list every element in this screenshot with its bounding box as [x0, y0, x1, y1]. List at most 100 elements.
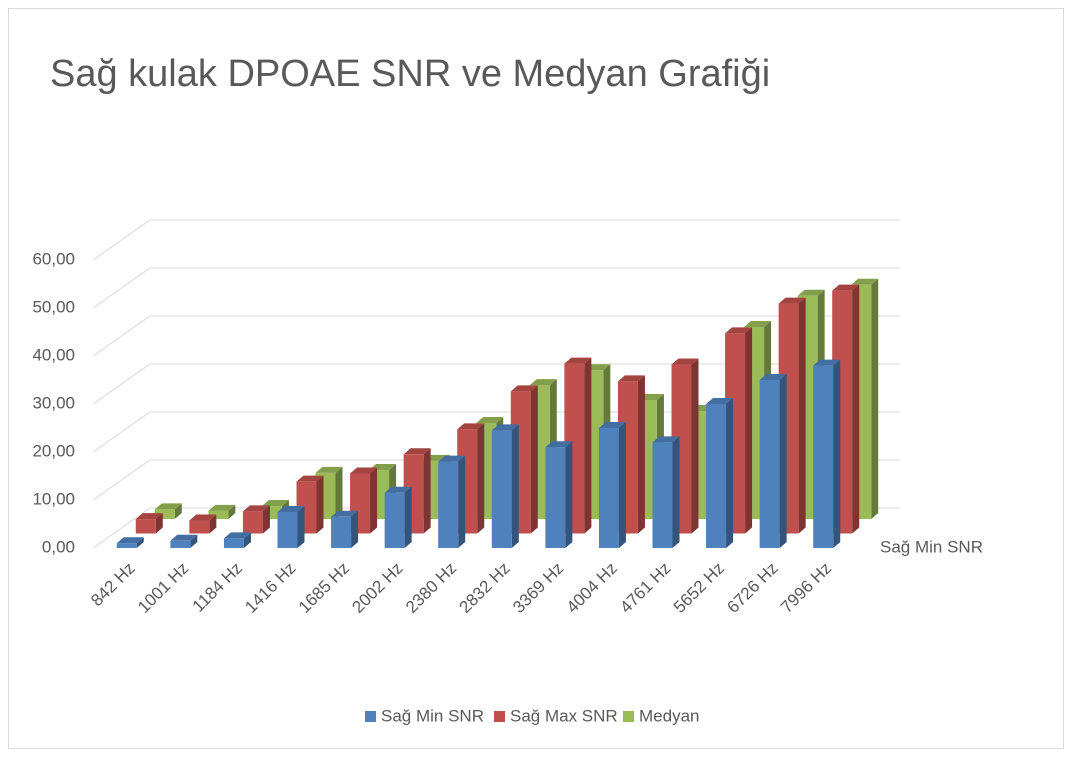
bar-top — [598, 422, 626, 428]
bar-front — [135, 519, 156, 534]
grid-line — [92, 267, 900, 309]
bar — [384, 486, 412, 548]
bar — [598, 422, 626, 548]
bar-side — [672, 436, 680, 548]
bar — [438, 455, 466, 548]
bar-top — [545, 441, 573, 448]
bar-side — [351, 510, 359, 548]
bar — [277, 506, 305, 548]
bar-front — [208, 510, 229, 519]
bar-top — [797, 289, 825, 296]
bar-top — [744, 321, 772, 327]
bar-side — [209, 514, 217, 534]
bar-top — [457, 423, 485, 430]
bar — [350, 467, 378, 534]
bar — [208, 504, 236, 519]
legend-label: Sağ Max SNR — [510, 706, 618, 725]
bar-side — [833, 359, 841, 548]
bar-front — [706, 404, 727, 548]
bar-side — [618, 422, 626, 548]
bar-side — [511, 424, 519, 548]
bar-top — [116, 537, 144, 544]
bar-top — [438, 455, 466, 462]
bar-top — [350, 467, 378, 474]
bar-top — [813, 359, 841, 366]
legend-swatch — [494, 711, 505, 722]
bar-top — [652, 436, 680, 443]
y-tick-label: 50,00 — [32, 297, 75, 316]
bar-side — [174, 503, 182, 519]
bar-side — [798, 297, 806, 534]
bar-top — [759, 374, 787, 380]
bar-top — [208, 504, 236, 511]
bar-top — [564, 357, 592, 364]
bar — [331, 510, 359, 548]
bar-front — [491, 430, 512, 548]
bar-top — [331, 510, 359, 517]
bar-side — [691, 358, 699, 534]
bar-top — [403, 448, 431, 455]
bar-side — [423, 448, 431, 534]
bar-side — [297, 506, 305, 548]
bar-top — [189, 514, 217, 521]
bar-front — [384, 492, 405, 548]
bar-top — [135, 513, 163, 520]
bar — [652, 436, 680, 548]
bar-side — [477, 423, 485, 534]
bar-top — [706, 398, 734, 404]
bar — [242, 505, 270, 534]
bar-side — [228, 504, 236, 519]
bar-side — [136, 537, 144, 548]
grid-line — [92, 363, 900, 405]
chart-border — [8, 8, 1064, 749]
bar-front — [331, 516, 352, 548]
legend-label: Medyan — [639, 706, 699, 725]
bar — [189, 514, 217, 534]
bar — [170, 534, 198, 548]
bar-side — [852, 284, 860, 534]
bar-side — [637, 375, 645, 534]
bar — [545, 441, 573, 548]
bar-front — [116, 543, 137, 548]
bar-top — [851, 278, 879, 285]
bar-side — [155, 513, 163, 534]
grid-line — [92, 219, 900, 261]
bar-front — [598, 428, 619, 548]
bar-front — [545, 447, 566, 548]
bar — [154, 503, 182, 519]
bar — [813, 359, 841, 548]
bar — [135, 513, 163, 534]
bar-side — [871, 278, 879, 519]
bar-top — [154, 503, 182, 510]
y-tick-label: 40,00 — [32, 345, 75, 364]
bar-top — [832, 284, 860, 291]
legend-swatch — [365, 711, 376, 722]
bar-front — [652, 442, 673, 548]
bar-side — [262, 505, 270, 534]
chart-title: Sağ kulak DPOAE SNR ve Medyan Grafiği — [50, 53, 770, 95]
bar-side — [726, 398, 734, 548]
legend-label: Sağ Min SNR — [381, 706, 484, 725]
bar-side — [404, 486, 412, 548]
bar-top — [778, 297, 806, 304]
bar-front — [242, 511, 263, 534]
bar — [491, 424, 519, 548]
legend-swatch — [623, 711, 634, 722]
bar-side — [458, 455, 466, 548]
grid-line — [92, 315, 900, 357]
bar-front — [813, 365, 834, 548]
bar-front — [277, 512, 298, 548]
bar-front — [438, 461, 459, 548]
y-tick-label: 20,00 — [32, 441, 75, 460]
bar-side — [190, 534, 198, 548]
bar-top — [296, 475, 324, 482]
bar-front — [223, 538, 244, 548]
bar-side — [779, 374, 787, 548]
bar-side — [530, 385, 538, 534]
bar-top — [223, 532, 251, 539]
bar-top — [242, 505, 270, 512]
bar-side — [243, 532, 251, 548]
bar-top — [671, 358, 699, 365]
bar-top — [491, 424, 519, 431]
